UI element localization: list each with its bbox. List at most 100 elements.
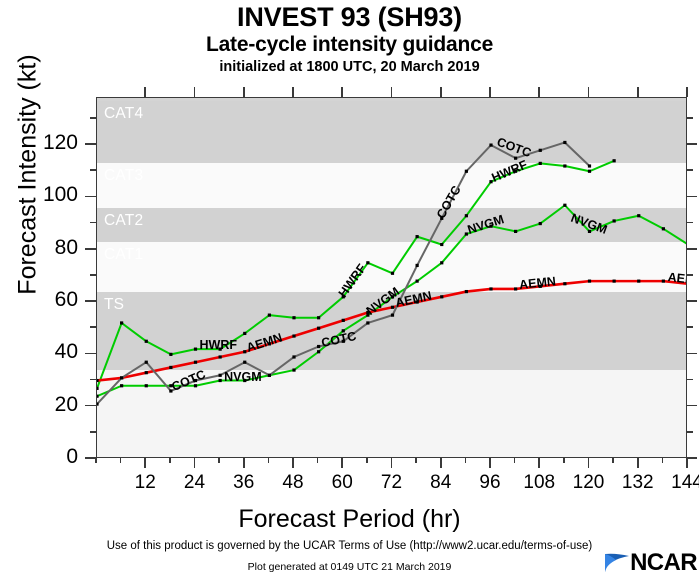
data-point-nvgm [317, 350, 321, 354]
data-point-cotc [218, 373, 222, 377]
x-tick-top [292, 87, 294, 97]
data-point-aemn [193, 360, 198, 364]
y-tick-major [85, 404, 96, 407]
data-point-hwrf [193, 347, 198, 351]
page-title: INVEST 93 (SH93) [237, 2, 462, 32]
x-tick-major [587, 458, 590, 468]
x-tick-major [686, 458, 688, 468]
data-point-aemn [464, 289, 468, 294]
x-tick-minor [218, 458, 220, 463]
y-tick-minor [90, 431, 96, 433]
x-tick-label: 120 [572, 472, 605, 493]
data-point-cotc [317, 344, 321, 349]
y-tick-minor [90, 378, 96, 381]
data-point-hwrf [317, 316, 321, 320]
y-tick-major [85, 143, 96, 145]
x-tick-top [144, 87, 147, 97]
data-point-nvgm [489, 224, 493, 228]
page-subtitle: Late-cycle intensity guidance [205, 33, 494, 57]
x-tick-label: 24 [183, 472, 206, 493]
category-label-cat3: CAT3 [104, 167, 144, 185]
x-tick-major [538, 458, 541, 468]
data-point-nvgm [97, 394, 99, 398]
data-point-cotc [489, 143, 493, 147]
y-tick-major [85, 352, 96, 355]
x-tick-minor [366, 458, 368, 463]
data-point-hwrf [292, 316, 296, 320]
y-tick-right [687, 117, 693, 119]
data-point-cotc [341, 339, 345, 343]
x-tick-major [144, 458, 147, 468]
x-tick-minor [563, 458, 565, 463]
data-point-cotc [97, 402, 99, 406]
data-point-aemn [661, 279, 665, 283]
data-point-nvgm [686, 243, 687, 246]
y-axis-title: Forecast Intensity (kt) [13, 54, 42, 295]
data-point-cotc [267, 373, 271, 377]
x-tick-label: 132 [621, 472, 654, 493]
x-tick-top [587, 87, 590, 97]
plot-area: CAT5CAT4CAT3CAT2CAT1TS HWRFHWRFHWRFNVGMN… [96, 97, 687, 458]
x-tick-top [242, 87, 245, 97]
data-point-cotc [120, 376, 124, 380]
x-tick-label: 48 [282, 472, 304, 493]
data-point-nvgm [637, 214, 641, 218]
y-tick-right [687, 300, 697, 302]
x-tick-major [390, 458, 393, 468]
data-point-nvgm [243, 378, 247, 383]
x-tick-top [489, 87, 491, 97]
x-tick-major [193, 458, 196, 468]
y-tick-label: 20 [54, 392, 78, 416]
data-point-cotc [390, 313, 395, 317]
data-point-hwrf [464, 214, 468, 218]
data-point-hwrf [120, 321, 124, 325]
data-point-cotc [169, 389, 173, 393]
data-point-nvgm [193, 384, 198, 388]
x-tick-label: 60 [331, 472, 353, 493]
data-point-hwrf [415, 235, 419, 239]
x-tick-minor [267, 458, 270, 463]
y-tick-right [687, 352, 697, 355]
x-tick-minor [169, 458, 171, 463]
data-point-aemn [218, 355, 222, 359]
x-tick-minor [316, 458, 319, 463]
y-tick-label: 80 [54, 235, 78, 259]
data-point-aemn [97, 378, 99, 383]
y-tick-right [687, 221, 693, 224]
ncar-wordmark: NCAR [630, 548, 698, 576]
data-point-nvgm [366, 313, 370, 317]
data-point-nvgm [292, 368, 296, 372]
x-tick-top [341, 87, 344, 97]
x-tick-minor [95, 458, 97, 463]
data-point-nvgm [464, 232, 468, 236]
x-tick-top [390, 87, 393, 97]
series-label-hwrf: HWRF [199, 338, 238, 353]
y-tick-right [687, 143, 697, 145]
data-point-cotc [415, 263, 419, 268]
x-tick-major [292, 458, 294, 468]
data-point-hwrf [97, 386, 99, 390]
data-point-nvgm [415, 279, 419, 283]
y-tick-major [85, 457, 96, 459]
data-point-nvgm [612, 219, 616, 223]
x-tick-minor [612, 458, 614, 463]
series-line-cotc [97, 141, 591, 406]
data-point-hwrf [538, 161, 542, 165]
x-tick-minor [513, 458, 516, 463]
data-point-nvgm [563, 203, 567, 207]
x-tick-minor [464, 458, 467, 463]
data-point-nvgm [390, 295, 395, 299]
data-point-aemn [341, 318, 345, 322]
data-point-hwrf [218, 347, 222, 351]
x-tick-major [489, 458, 491, 468]
data-point-aemn [415, 300, 419, 304]
data-point-aemn [317, 326, 321, 330]
y-tick-label: 60 [54, 288, 78, 312]
x-tick-top [193, 87, 196, 97]
x-tick-label: 36 [233, 472, 255, 493]
series-line-hwrf [97, 159, 616, 390]
y-tick-minor [90, 169, 96, 172]
title-block: INVEST 93 (SH93) Late-cycle intensity gu… [0, 0, 699, 76]
data-point-nvgm [218, 378, 222, 383]
